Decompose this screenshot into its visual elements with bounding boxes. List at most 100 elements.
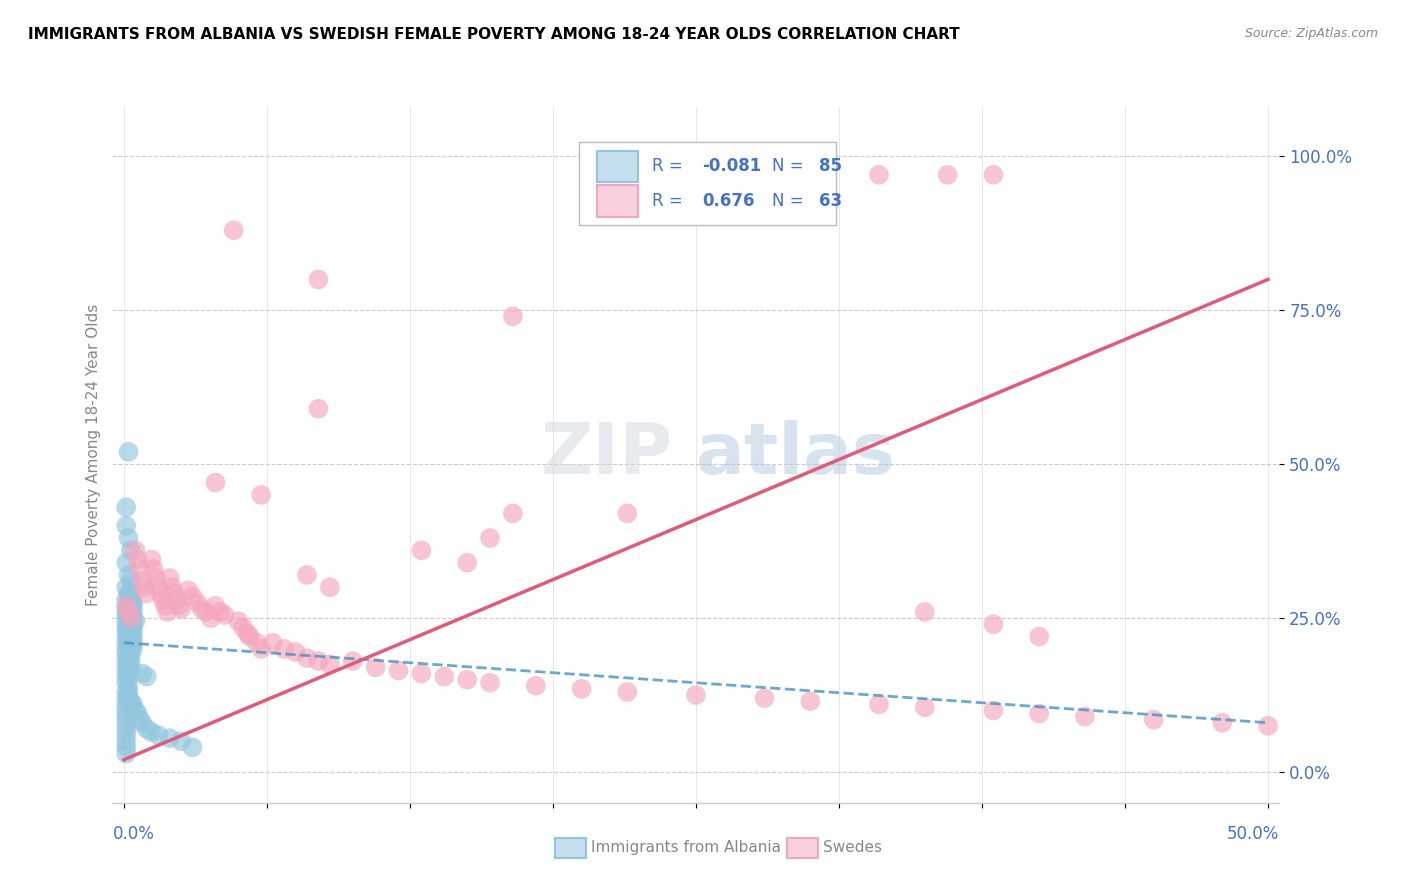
Point [115,685,138,699]
Point [120,694,142,708]
Text: atlas: atlas [696,420,896,490]
Point [120,654,142,668]
Point [117,632,139,647]
Point [115,639,138,653]
Point [246,636,269,650]
Text: 0.0%: 0.0% [112,825,155,843]
Point [295,568,318,582]
Point [170,734,193,748]
Point [122,611,145,625]
Point [115,664,138,678]
Point [135,586,157,600]
Point [142,562,165,576]
Point [411,666,433,681]
Point [159,731,181,746]
Point [1211,715,1233,730]
Point [479,675,502,690]
Point [127,706,149,721]
Point [479,531,502,545]
Point [117,648,139,662]
Point [149,586,172,600]
Point [156,605,179,619]
Point [115,715,138,730]
Point [148,580,170,594]
Point [868,698,890,712]
Point [190,602,212,616]
Point [177,583,200,598]
Point [129,562,152,576]
Point [135,669,157,683]
Point [122,599,145,613]
Point [1142,713,1164,727]
Point [115,728,138,742]
Text: 0.676: 0.676 [702,192,754,210]
Point [262,636,284,650]
Text: Immigrants from Albania: Immigrants from Albania [591,840,780,855]
Point [153,599,176,613]
Point [115,614,138,628]
Text: 63: 63 [818,192,842,210]
Point [122,624,145,638]
Point [115,709,138,723]
Point [117,679,139,693]
Point [134,580,156,594]
Point [616,507,638,521]
Text: Swedes: Swedes [823,840,882,855]
Point [115,592,138,607]
Point [364,660,387,674]
Point [387,664,409,678]
Point [307,401,329,416]
Point [120,605,142,619]
Point [124,614,146,628]
Point [222,223,245,237]
Point [120,641,142,656]
Point [120,624,142,638]
Point [115,703,138,717]
Point [411,543,433,558]
Point [129,713,152,727]
Point [117,531,139,545]
Point [127,552,149,566]
Point [124,703,146,717]
Point [115,675,138,690]
Point [983,168,1005,182]
Text: 85: 85 [818,157,842,175]
Point [120,574,142,589]
Point [983,703,1005,717]
Point [115,556,138,570]
Point [166,592,188,607]
Point [120,648,142,662]
Y-axis label: Female Poverty Among 18-24 Year Olds: Female Poverty Among 18-24 Year Olds [86,304,101,606]
Point [319,657,342,672]
Point [135,722,157,736]
Point [1028,706,1050,721]
Point [914,700,936,714]
Point [141,552,163,566]
Point [117,669,139,683]
Point [868,168,890,182]
Point [159,571,181,585]
Point [115,722,138,736]
Point [141,725,163,739]
Text: IMMIGRANTS FROM ALBANIA VS SWEDISH FEMALE POVERTY AMONG 18-24 YEAR OLDS CORRELAT: IMMIGRANTS FROM ALBANIA VS SWEDISH FEMAL… [28,27,960,42]
Point [232,620,254,634]
Point [122,630,145,644]
Text: N =: N = [772,192,808,210]
Point [120,636,142,650]
Point [117,639,139,653]
Point [239,630,262,644]
Text: R =: R = [651,157,688,175]
Point [983,617,1005,632]
Point [799,694,821,708]
Point [115,602,138,616]
Point [120,660,142,674]
Point [115,580,138,594]
Point [616,685,638,699]
Point [204,599,226,613]
Point [117,691,139,706]
Point [208,605,231,619]
Point [122,698,145,712]
Point [1074,709,1097,723]
Point [115,657,138,672]
Point [250,641,273,656]
